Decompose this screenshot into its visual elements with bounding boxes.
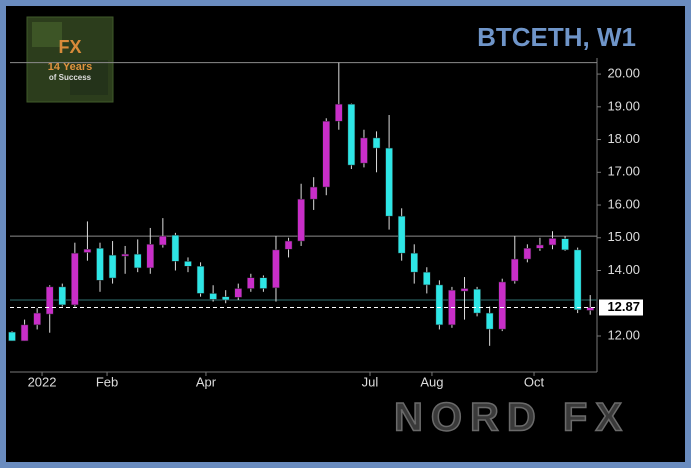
candle-body bbox=[536, 244, 544, 249]
camo bbox=[32, 22, 62, 47]
candle-body bbox=[8, 331, 16, 342]
candle-body bbox=[561, 238, 569, 251]
candle-body bbox=[523, 247, 532, 260]
candle-body bbox=[96, 247, 104, 281]
candle-body bbox=[133, 253, 142, 269]
candle-body bbox=[347, 103, 356, 166]
plot: 12.00 14.00 15.00 16.00 17.00 18.00 19.00 20.00… bbox=[8, 62, 643, 389]
candle-body bbox=[71, 252, 79, 306]
y-tick-label: 12.00 bbox=[607, 327, 640, 342]
candle-body bbox=[586, 307, 594, 311]
candle-body bbox=[548, 238, 557, 246]
candle-body bbox=[83, 248, 92, 253]
x-tick-label: Feb bbox=[96, 374, 118, 389]
candle-body bbox=[146, 244, 155, 269]
candle-body bbox=[372, 137, 381, 149]
y-tick-label: 20.00 bbox=[607, 66, 640, 81]
candle-body bbox=[171, 234, 180, 262]
candle-body bbox=[234, 288, 243, 298]
y-tick-label: 14.00 bbox=[607, 262, 640, 277]
logo-line: 14 Years bbox=[48, 61, 92, 73]
y-tick-label: 18.00 bbox=[607, 131, 640, 146]
candle-body bbox=[247, 277, 255, 289]
x-tick-label: Jul bbox=[362, 374, 379, 389]
candle-body bbox=[259, 277, 268, 289]
candle-body bbox=[309, 186, 318, 200]
candle-body bbox=[297, 198, 305, 242]
candle-body bbox=[473, 288, 481, 314]
candle-body bbox=[284, 240, 293, 250]
x-tick-label: Oct bbox=[524, 374, 545, 389]
candle-body bbox=[221, 296, 230, 301]
candle-body bbox=[397, 215, 406, 254]
candle-body bbox=[385, 147, 393, 217]
candle-body bbox=[573, 249, 582, 311]
y-tick-label: 15.00 bbox=[607, 229, 640, 244]
y-tick-label: 16.00 bbox=[607, 196, 640, 211]
candle-body bbox=[272, 249, 280, 289]
candle-body bbox=[423, 271, 431, 286]
logo: FX 14 Years of Success bbox=[26, 16, 114, 103]
candle-body bbox=[435, 284, 444, 326]
candle-body bbox=[159, 235, 167, 246]
candle-body bbox=[485, 312, 494, 330]
chart-background bbox=[6, 6, 685, 462]
candle-body bbox=[498, 281, 506, 330]
candle-body bbox=[360, 137, 368, 164]
candle-body bbox=[322, 120, 331, 188]
x-tick-label: Apr bbox=[196, 374, 217, 389]
x-tick-label: 2022 bbox=[28, 374, 57, 389]
candle-body bbox=[58, 286, 67, 306]
candle-body bbox=[45, 286, 54, 315]
chart-title: BTCETH, W1 bbox=[477, 22, 636, 52]
candle-body bbox=[121, 253, 129, 257]
candle-body bbox=[511, 258, 519, 282]
y-tick-label: 19.00 bbox=[607, 98, 640, 113]
candle-body bbox=[460, 288, 469, 292]
camo bbox=[70, 60, 108, 95]
y-tick-label: 17.00 bbox=[607, 164, 640, 179]
logo-line: of Success bbox=[49, 73, 92, 82]
candle-body bbox=[33, 312, 41, 326]
candle-body bbox=[209, 293, 217, 300]
candle-body bbox=[20, 324, 29, 342]
logo-mark: FX bbox=[58, 37, 81, 57]
watermark: NORD FX bbox=[394, 396, 630, 440]
candle-body bbox=[335, 103, 343, 122]
candle-body bbox=[410, 252, 418, 273]
candle-body bbox=[108, 254, 117, 279]
candle-body bbox=[184, 261, 192, 267]
candle-body bbox=[196, 266, 205, 294]
x-tick-label: Aug bbox=[420, 374, 443, 389]
last-price-label: 12.87 bbox=[607, 299, 640, 314]
last-price-box bbox=[599, 299, 643, 316]
